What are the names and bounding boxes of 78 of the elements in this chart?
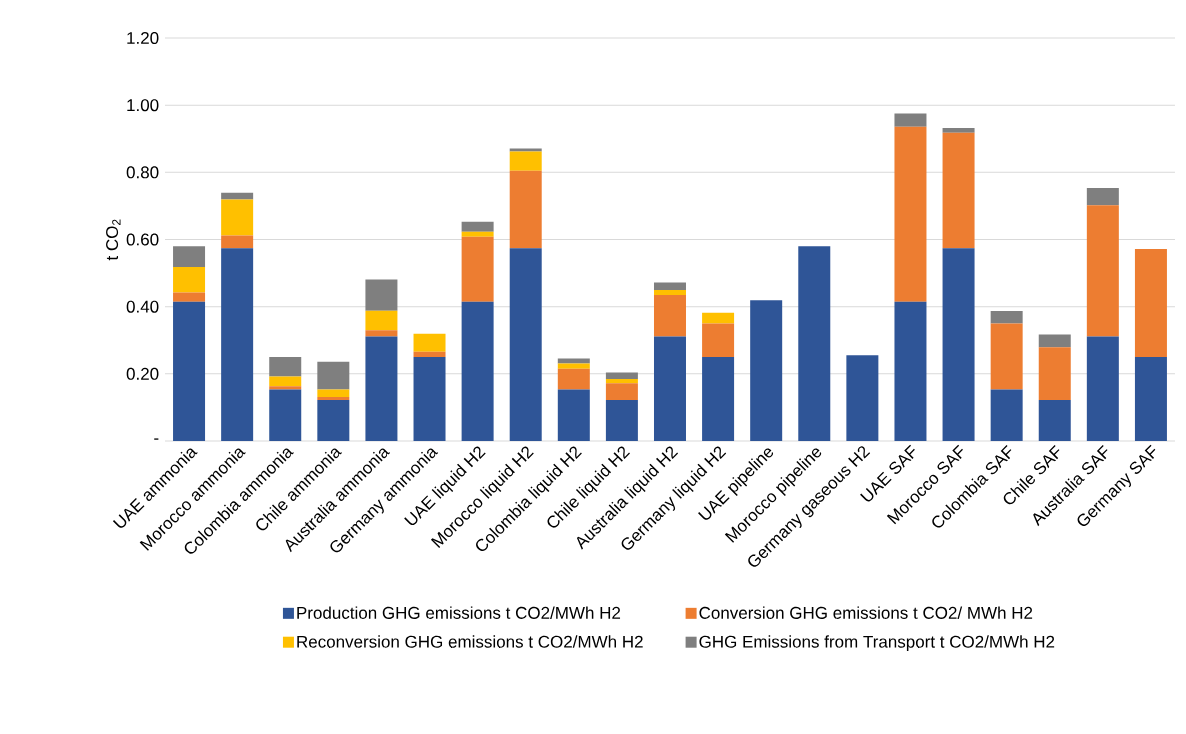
bar xyxy=(702,357,735,441)
bar xyxy=(846,355,879,441)
bar xyxy=(605,378,638,384)
bar xyxy=(1086,205,1119,337)
bar xyxy=(461,221,494,232)
bar xyxy=(221,235,254,249)
bar xyxy=(1086,188,1119,206)
legend-label: GHG Emissions from Transport t CO2/MWh H2 xyxy=(699,635,1055,652)
bar xyxy=(990,389,1023,441)
bar xyxy=(221,192,254,200)
bar xyxy=(605,383,638,401)
bar xyxy=(605,372,638,379)
bar xyxy=(1038,400,1071,441)
bar xyxy=(269,389,302,441)
bar xyxy=(702,312,735,324)
legend-label: Conversion GHG emissions t CO2/ MWh H2 xyxy=(699,606,1033,619)
bar xyxy=(605,400,638,441)
bar xyxy=(1134,248,1167,358)
bar xyxy=(413,333,446,352)
bar xyxy=(557,368,590,390)
y-tick-label: 1.00 xyxy=(127,99,159,112)
bar xyxy=(1134,357,1167,441)
bar xyxy=(317,389,350,398)
bar xyxy=(942,248,975,441)
bar xyxy=(173,246,206,268)
bar xyxy=(653,336,686,441)
bar xyxy=(317,400,350,441)
bar xyxy=(269,376,302,387)
y-tick-label: 0.20 xyxy=(126,367,159,380)
y-tick-label: 0.60 xyxy=(126,233,159,246)
bar xyxy=(317,361,350,390)
legend-label: Production GHG emissions t CO2/MWh H2 xyxy=(297,606,621,619)
bar xyxy=(702,323,735,358)
bar xyxy=(509,148,542,152)
bar xyxy=(990,323,1023,390)
bar xyxy=(413,351,446,358)
bar xyxy=(365,310,398,331)
bar xyxy=(557,358,590,364)
bar xyxy=(942,128,975,133)
bar xyxy=(509,248,542,441)
bar xyxy=(173,301,206,441)
bar xyxy=(750,300,783,441)
bar xyxy=(365,330,398,337)
bar xyxy=(653,294,686,337)
bar xyxy=(269,357,302,377)
bar xyxy=(1086,336,1119,441)
bar xyxy=(653,282,686,290)
bar xyxy=(509,151,542,171)
bar xyxy=(461,231,494,237)
bar xyxy=(894,126,927,302)
bar xyxy=(413,357,446,441)
bar xyxy=(894,113,927,127)
bar xyxy=(365,279,398,311)
bar xyxy=(798,246,831,441)
y-axis-title: t CO$_{2}$ xyxy=(106,219,121,261)
bar xyxy=(221,248,254,441)
legend-label: Reconversion GHG emissions t CO2/MWh H2 xyxy=(297,635,643,648)
bar xyxy=(173,292,206,302)
bar xyxy=(557,389,590,441)
bar xyxy=(317,397,350,401)
y-tick-label: - xyxy=(154,438,159,440)
bar xyxy=(990,311,1023,324)
y-tick-label: 0.40 xyxy=(126,300,159,313)
bar xyxy=(1038,347,1071,401)
bar xyxy=(461,236,494,302)
bar xyxy=(221,199,254,236)
bar xyxy=(894,301,927,441)
bar xyxy=(509,170,542,249)
bar xyxy=(1038,334,1071,348)
y-tick-label: 1.20 xyxy=(127,31,159,45)
bar xyxy=(557,363,590,369)
bar xyxy=(365,336,398,441)
bar xyxy=(942,132,975,249)
bar xyxy=(269,386,302,390)
bar xyxy=(461,301,494,441)
y-tick-label: 0.80 xyxy=(126,166,159,179)
bar xyxy=(653,289,686,295)
bar xyxy=(173,267,206,293)
